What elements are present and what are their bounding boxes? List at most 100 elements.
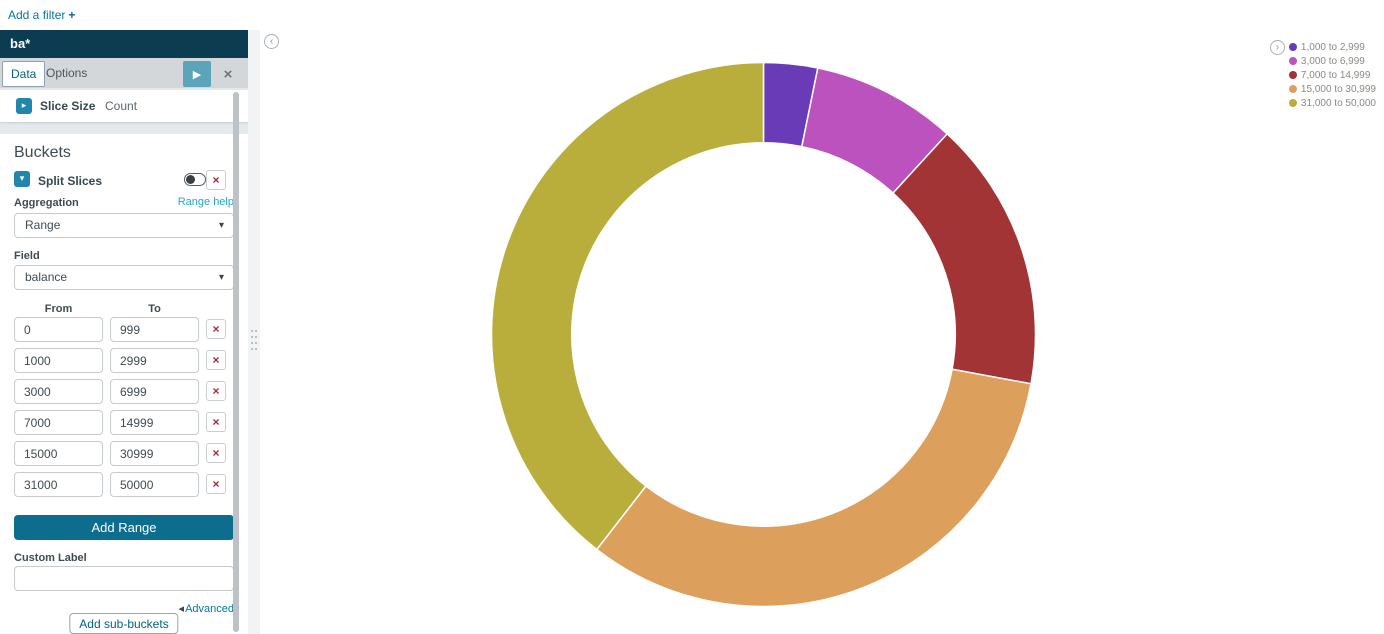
remove-range-button[interactable]: × bbox=[206, 350, 226, 370]
plus-icon: + bbox=[68, 8, 76, 22]
legend-item[interactable]: 1,000 to 2,999 bbox=[1288, 40, 1376, 54]
split-slices-label: Split Slices bbox=[38, 174, 103, 188]
add-filter-link[interactable]: Add a filter + bbox=[8, 8, 75, 22]
metric-expand-button[interactable]: ▸ bbox=[16, 98, 32, 114]
caret-left-icon: ◂ bbox=[178, 602, 185, 615]
split-slices-collapse-button[interactable]: ▾ bbox=[14, 171, 30, 187]
range-to-input[interactable] bbox=[110, 410, 199, 435]
caret-down-icon: ▾ bbox=[218, 272, 224, 283]
remove-range-button[interactable]: × bbox=[206, 443, 226, 463]
toggle-knob bbox=[186, 175, 195, 184]
chevron-left-icon: ‹ bbox=[269, 35, 274, 47]
close-icon: × bbox=[223, 65, 233, 83]
field-value: balance bbox=[25, 270, 68, 284]
custom-label-input[interactable] bbox=[14, 566, 234, 591]
field-label: Field bbox=[14, 250, 40, 262]
range-row: × bbox=[0, 410, 248, 435]
aggregation-select[interactable]: Range ▾ bbox=[14, 213, 234, 238]
range-from-input[interactable] bbox=[14, 317, 103, 342]
range-help-link[interactable]: Range help bbox=[177, 196, 234, 208]
add-sub-buckets-button[interactable]: Add sub-buckets bbox=[69, 613, 179, 634]
advanced-label: Advanced bbox=[185, 603, 234, 615]
aggregation-label: Aggregation bbox=[14, 197, 79, 209]
play-icon: ▶ bbox=[192, 67, 202, 81]
legend-dot-icon bbox=[1288, 99, 1297, 107]
add-range-button[interactable]: Add Range bbox=[14, 515, 234, 540]
legend-item[interactable]: 7,000 to 14,999 bbox=[1288, 68, 1376, 82]
range-row: × bbox=[0, 348, 248, 373]
custom-label-label: Custom Label bbox=[14, 552, 87, 564]
legend-dot-icon bbox=[1288, 85, 1297, 93]
metric-label: Slice Size bbox=[40, 99, 96, 113]
to-column-header: To bbox=[148, 303, 161, 315]
range-from-input[interactable] bbox=[14, 410, 103, 435]
buckets-heading: Buckets bbox=[14, 144, 71, 161]
range-from-input[interactable] bbox=[14, 348, 103, 373]
legend-item[interactable]: 31,000 to 50,000 bbox=[1288, 96, 1376, 110]
legend-label: 7,000 to 14,999 bbox=[1300, 69, 1371, 81]
range-to-input[interactable] bbox=[110, 441, 199, 466]
sidebar-scrollbar[interactable] bbox=[233, 92, 239, 632]
caret-right-icon: ▸ bbox=[21, 101, 27, 111]
remove-range-button[interactable]: × bbox=[206, 381, 226, 401]
panel-resizer-handle[interactable] bbox=[248, 30, 260, 634]
legend-label: 15,000 to 30,999 bbox=[1300, 83, 1376, 95]
legend-dot-icon bbox=[1288, 57, 1297, 65]
chevron-right-icon: › bbox=[1275, 41, 1280, 53]
range-row: × bbox=[0, 441, 248, 466]
discard-changes-button[interactable]: × bbox=[216, 61, 240, 87]
remove-bucket-button[interactable]: × bbox=[206, 170, 226, 190]
range-rows: × × × × × × bbox=[0, 317, 248, 503]
chart-legend: › 1,000 to 2,999 3,000 to 6,999 7,000 to 1… bbox=[1269, 40, 1376, 110]
range-row: × bbox=[0, 317, 248, 342]
legend-dot-icon bbox=[1288, 71, 1297, 79]
donut-slice[interactable] bbox=[891, 132, 1037, 385]
disable-bucket-toggle[interactable] bbox=[184, 173, 206, 186]
drag-dots-icon bbox=[251, 330, 257, 352]
legend-label: 31,000 to 50,000 bbox=[1300, 97, 1376, 109]
add-filter-label: Add a filter bbox=[8, 8, 66, 22]
remove-range-button[interactable]: × bbox=[206, 474, 226, 494]
legend-dot-icon bbox=[1288, 43, 1297, 51]
range-row: × bbox=[0, 379, 248, 404]
range-to-input[interactable] bbox=[110, 317, 199, 342]
range-from-input[interactable] bbox=[14, 472, 103, 497]
field-select[interactable]: balance ▾ bbox=[14, 265, 234, 290]
caret-down-icon: ▾ bbox=[218, 220, 224, 231]
apply-changes-button[interactable]: ▶ bbox=[183, 61, 211, 87]
legend-items: 1,000 to 2,999 3,000 to 6,999 7,000 to 14,… bbox=[1288, 40, 1376, 110]
tab-data[interactable]: Data bbox=[2, 61, 46, 87]
donut-slice[interactable] bbox=[490, 61, 765, 551]
sidebar-tabbar: Data Options ▶ × bbox=[0, 58, 248, 88]
metrics-section: ▸ Slice Size Count bbox=[0, 90, 248, 122]
remove-range-button[interactable]: × bbox=[206, 319, 226, 339]
legend-toggle-button[interactable]: › bbox=[1269, 40, 1285, 55]
delete-x-icon: × bbox=[212, 172, 220, 187]
filter-bar: Add a filter + bbox=[0, 0, 1384, 30]
donut-slice[interactable] bbox=[595, 368, 1032, 608]
legend-item[interactable]: 15,000 to 30,999 bbox=[1288, 82, 1376, 96]
advanced-link[interactable]: ◂Advanced bbox=[179, 602, 234, 615]
vis-editor-sidebar: ba* Data Options ▶ × ▸ Slice Size Count … bbox=[0, 30, 248, 634]
range-to-input[interactable] bbox=[110, 348, 199, 373]
tab-options[interactable]: Options bbox=[46, 66, 88, 80]
aggregation-value: Range bbox=[25, 218, 61, 232]
legend-label: 3,000 to 6,999 bbox=[1300, 55, 1365, 67]
range-to-input[interactable] bbox=[110, 379, 199, 404]
legend-item[interactable]: 3,000 to 6,999 bbox=[1288, 54, 1376, 68]
visualization-panel: ‹ › 1,000 to 2,999 3,000 to 6,999 7,000 to… bbox=[260, 30, 1384, 634]
buckets-section: Buckets ▾ Split Slices × Aggregation Ran… bbox=[0, 134, 248, 634]
donut-pie-chart[interactable] bbox=[260, 30, 1384, 634]
sidebar-collapse-button[interactable]: ‹ bbox=[264, 34, 279, 49]
metric-value: Count bbox=[105, 99, 138, 113]
index-pattern-title: ba* bbox=[0, 30, 248, 58]
range-to-input[interactable] bbox=[110, 472, 199, 497]
range-row: × bbox=[0, 472, 248, 497]
from-column-header: From bbox=[44, 303, 73, 315]
legend-label: 1,000 to 2,999 bbox=[1300, 41, 1365, 53]
remove-range-button[interactable]: × bbox=[206, 412, 226, 432]
caret-down-icon: ▾ bbox=[19, 174, 25, 184]
range-from-input[interactable] bbox=[14, 379, 103, 404]
range-from-input[interactable] bbox=[14, 441, 103, 466]
